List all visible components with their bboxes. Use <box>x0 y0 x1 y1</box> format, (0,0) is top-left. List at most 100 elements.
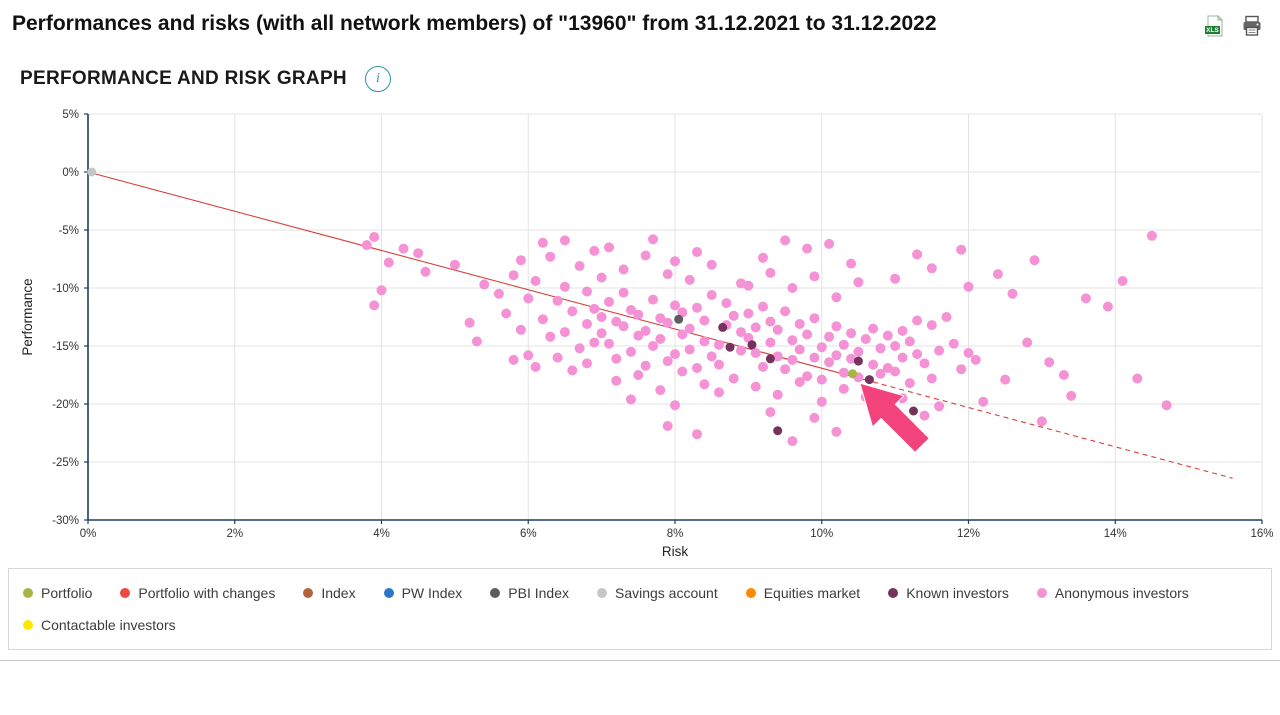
point-anonymous-investors[interactable] <box>706 259 717 270</box>
point-anonymous-investors[interactable] <box>802 243 813 254</box>
point-anonymous-investors[interactable] <box>677 307 688 318</box>
point-known-investors[interactable] <box>725 342 735 352</box>
point-anonymous-investors[interactable] <box>706 351 717 362</box>
point-anonymous-investors[interactable] <box>890 366 901 377</box>
point-anonymous-investors[interactable] <box>449 259 460 270</box>
point-anonymous-investors[interactable] <box>1161 400 1172 411</box>
point-anonymous-investors[interactable] <box>787 335 798 346</box>
point-anonymous-investors[interactable] <box>611 353 622 364</box>
point-anonymous-investors[interactable] <box>831 321 842 332</box>
point-anonymous-investors[interactable] <box>559 327 570 338</box>
point-anonymous-investors[interactable] <box>728 310 739 321</box>
point-anonymous-investors[interactable] <box>582 319 592 329</box>
point-anonymous-investors[interactable] <box>992 269 1003 280</box>
point-anonymous-investors[interactable] <box>596 272 607 283</box>
point-anonymous-investors[interactable] <box>640 360 651 371</box>
point-anonymous-investors[interactable] <box>479 279 490 290</box>
point-savings-account[interactable] <box>87 167 97 177</box>
point-anonymous-investors[interactable] <box>794 319 805 329</box>
point-anonymous-investors[interactable] <box>508 354 519 365</box>
point-anonymous-investors[interactable] <box>824 331 835 342</box>
point-anonymous-investors[interactable] <box>1102 301 1113 312</box>
point-anonymous-investors[interactable] <box>860 334 871 344</box>
point-anonymous-investors[interactable] <box>838 367 849 378</box>
point-anonymous-investors[interactable] <box>816 396 827 407</box>
point-anonymous-investors[interactable] <box>765 316 776 327</box>
point-anonymous-investors[interactable] <box>926 263 937 274</box>
point-anonymous-investors[interactable] <box>684 344 695 355</box>
point-anonymous-investors[interactable] <box>1007 288 1018 299</box>
point-anonymous-investors[interactable] <box>655 313 666 324</box>
point-anonymous-investors[interactable] <box>662 317 673 328</box>
point-anonymous-investors[interactable] <box>868 359 879 370</box>
point-anonymous-investors[interactable] <box>699 336 710 347</box>
point-anonymous-investors[interactable] <box>868 323 879 334</box>
point-anonymous-investors[interactable] <box>670 400 680 411</box>
xls-export-icon[interactable]: XLS <box>1202 14 1226 38</box>
point-anonymous-investors[interactable] <box>978 396 989 407</box>
point-anonymous-investors[interactable] <box>1058 370 1069 380</box>
point-anonymous-investors[interactable] <box>846 258 857 269</box>
point-anonymous-investors[interactable] <box>369 232 380 242</box>
legend-item-contactable-investors[interactable]: Contactable investors <box>23 617 176 633</box>
point-anonymous-investors[interactable] <box>471 336 482 347</box>
point-anonymous-investors[interactable] <box>809 352 820 363</box>
point-anonymous-investors[interactable] <box>714 359 724 370</box>
point-anonymous-investors[interactable] <box>758 252 768 263</box>
point-anonymous-investors[interactable] <box>648 341 658 351</box>
point-anonymous-investors[interactable] <box>640 325 651 336</box>
point-anonymous-investors[interactable] <box>904 336 915 347</box>
point-anonymous-investors[interactable] <box>794 344 805 355</box>
point-anonymous-investors[interactable] <box>501 308 512 319</box>
point-anonymous-investors[interactable] <box>464 317 475 328</box>
point-anonymous-investors[interactable] <box>670 256 680 267</box>
point-anonymous-investors[interactable] <box>831 350 842 361</box>
point-anonymous-investors[interactable] <box>537 237 548 248</box>
point-anonymous-investors[interactable] <box>1080 293 1091 304</box>
point-anonymous-investors[interactable] <box>633 370 644 380</box>
point-anonymous-investors[interactable] <box>912 315 923 326</box>
point-anonymous-investors[interactable] <box>677 366 688 377</box>
point-anonymous-investors[interactable] <box>413 248 424 259</box>
point-anonymous-investors[interactable] <box>515 255 526 266</box>
point-anonymous-investors[interactable] <box>655 385 666 396</box>
point-anonymous-investors[interactable] <box>1146 230 1157 241</box>
point-anonymous-investors[interactable] <box>589 245 600 256</box>
point-anonymous-investors[interactable] <box>626 346 636 357</box>
point-anonymous-investors[interactable] <box>765 407 776 418</box>
point-anonymous-investors[interactable] <box>670 300 680 311</box>
point-anonymous-investors[interactable] <box>809 412 820 423</box>
point-anonymous-investors[interactable] <box>559 281 570 292</box>
point-anonymous-investors[interactable] <box>648 234 658 245</box>
point-anonymous-investors[interactable] <box>809 271 820 282</box>
point-anonymous-investors[interactable] <box>493 288 504 299</box>
point-anonymous-investors[interactable] <box>890 341 901 351</box>
point-anonymous-investors[interactable] <box>956 244 967 255</box>
point-anonymous-investors[interactable] <box>662 269 673 280</box>
point-anonymous-investors[interactable] <box>677 329 688 340</box>
point-anonymous-investors[interactable] <box>684 323 695 334</box>
point-anonymous-investors[interactable] <box>963 281 974 292</box>
point-anonymous-investors[interactable] <box>692 363 702 373</box>
point-anonymous-investors[interactable] <box>816 374 827 385</box>
point-anonymous-investors[interactable] <box>912 349 923 360</box>
point-anonymous-investors[interactable] <box>897 352 908 363</box>
point-anonymous-investors[interactable] <box>714 387 724 398</box>
point-anonymous-investors[interactable] <box>1044 357 1055 368</box>
point-known-investors[interactable] <box>773 426 783 436</box>
point-anonymous-investors[interactable] <box>736 345 746 356</box>
point-anonymous-investors[interactable] <box>626 394 636 405</box>
point-anonymous-investors[interactable] <box>1022 337 1033 348</box>
point-anonymous-investors[interactable] <box>758 301 768 312</box>
point-anonymous-investors[interactable] <box>875 343 886 354</box>
point-anonymous-investors[interactable] <box>699 379 710 390</box>
point-anonymous-investors[interactable] <box>831 426 842 437</box>
point-anonymous-investors[interactable] <box>941 312 952 322</box>
point-anonymous-investors[interactable] <box>816 342 827 353</box>
point-anonymous-investors[interactable] <box>552 295 563 306</box>
point-anonymous-investors[interactable] <box>530 361 541 372</box>
point-anonymous-investors[interactable] <box>897 325 908 336</box>
point-anonymous-investors[interactable] <box>970 354 981 365</box>
point-anonymous-investors[interactable] <box>1117 276 1128 286</box>
point-anonymous-investors[interactable] <box>633 309 644 320</box>
